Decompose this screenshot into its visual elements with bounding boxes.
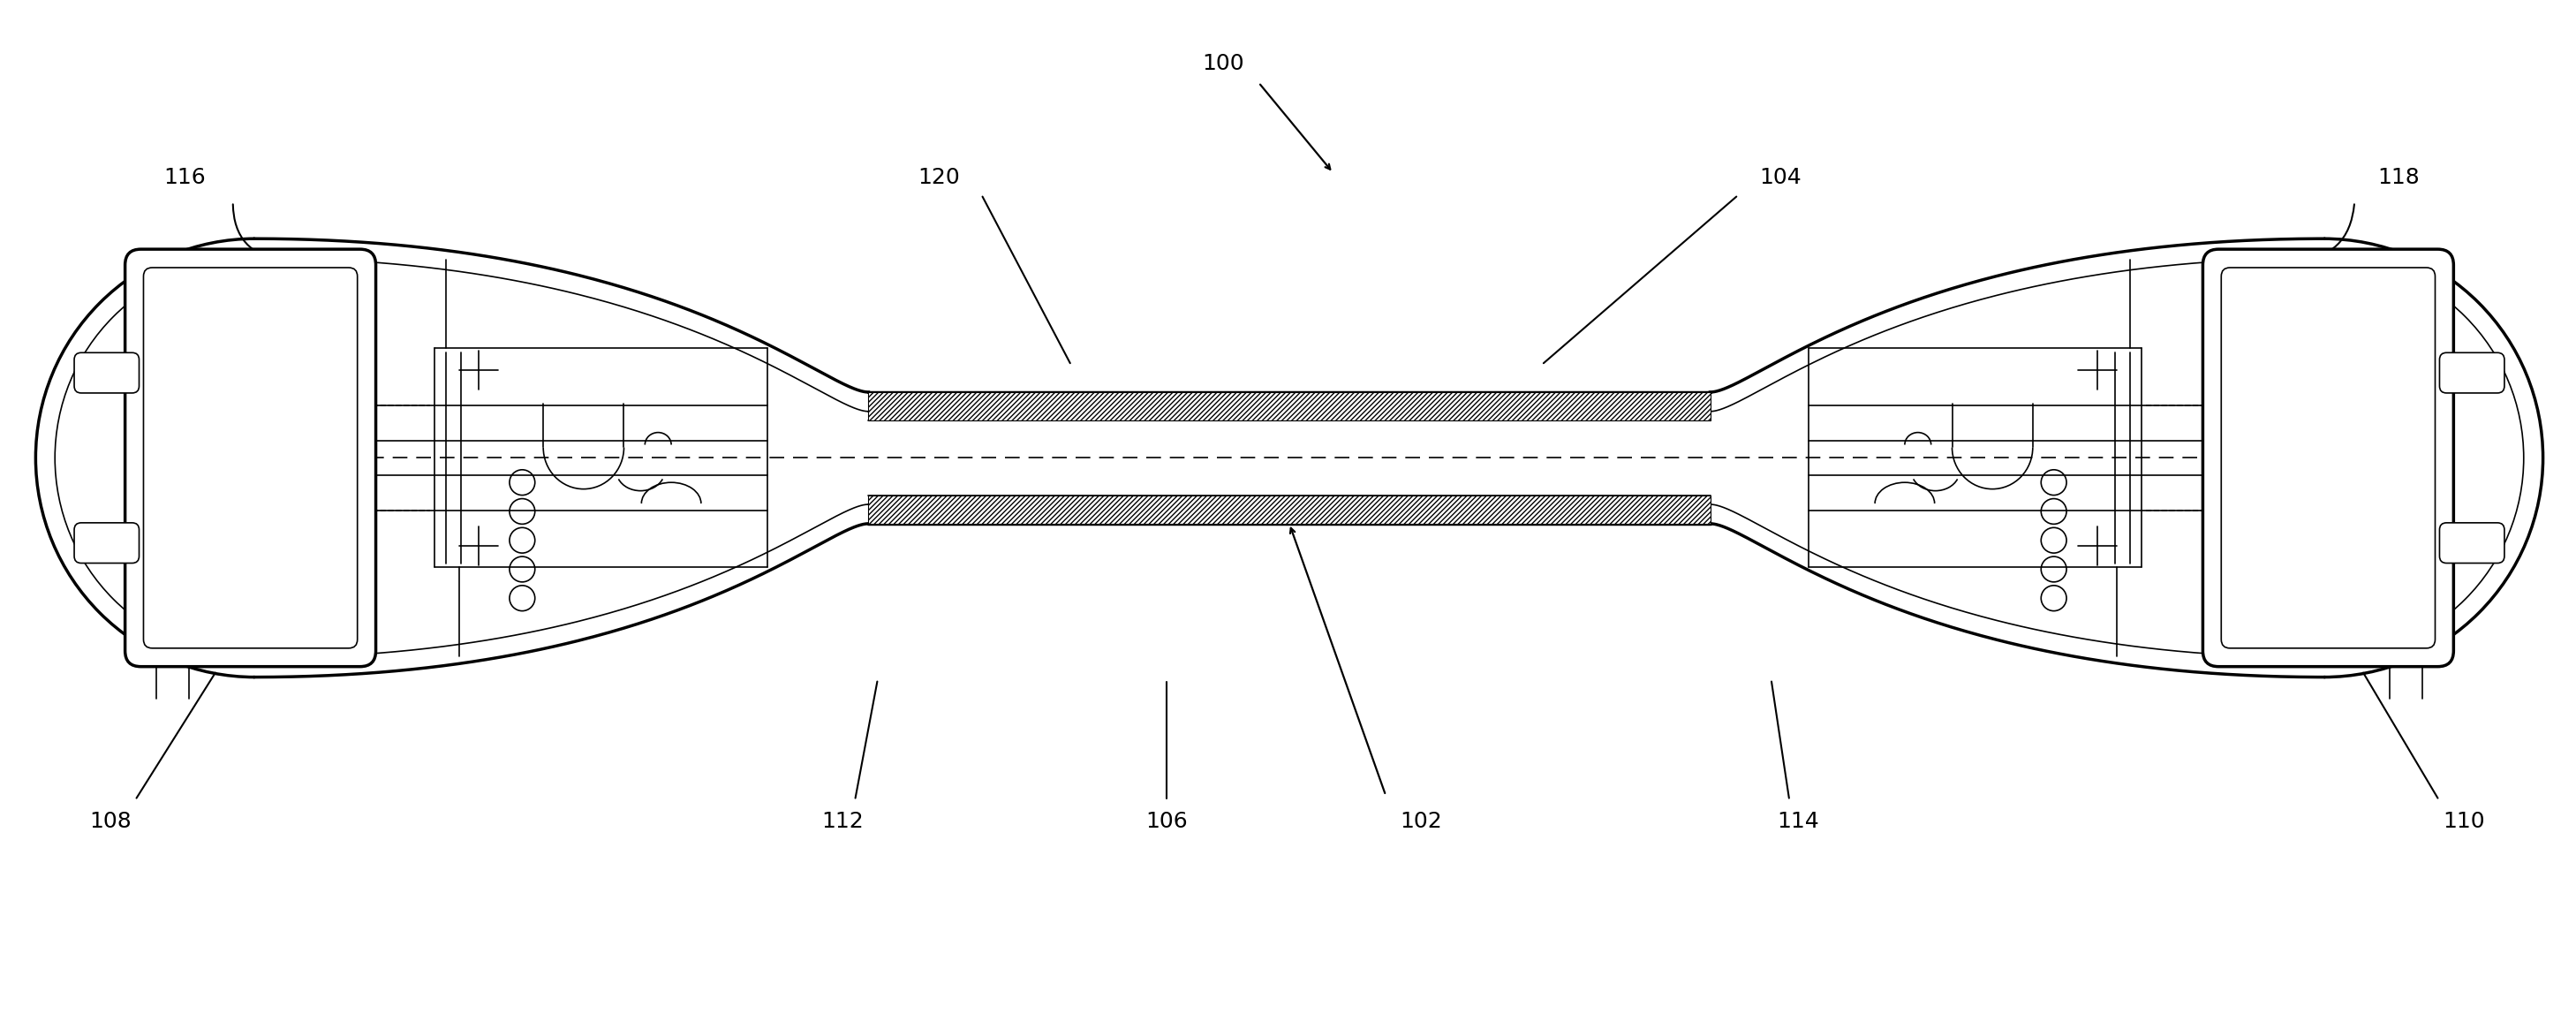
FancyBboxPatch shape: [75, 523, 139, 563]
FancyBboxPatch shape: [2439, 523, 2504, 563]
FancyBboxPatch shape: [2221, 268, 2434, 648]
Text: 108: 108: [90, 811, 131, 832]
Text: 116: 116: [165, 166, 206, 188]
Text: 118: 118: [2378, 166, 2419, 188]
FancyBboxPatch shape: [75, 353, 139, 393]
FancyArrowPatch shape: [2295, 204, 2354, 261]
FancyArrowPatch shape: [232, 204, 283, 261]
Text: 104: 104: [1759, 166, 1801, 188]
FancyBboxPatch shape: [126, 249, 376, 666]
Text: 110: 110: [2442, 811, 2486, 832]
Text: 114: 114: [1777, 811, 1819, 832]
Text: 106: 106: [1146, 811, 1188, 832]
Text: 102: 102: [1399, 811, 1443, 832]
Bar: [868, 496, 1710, 523]
FancyBboxPatch shape: [144, 268, 358, 648]
Bar: [868, 392, 1710, 420]
Text: 112: 112: [822, 811, 863, 832]
Text: 100: 100: [1203, 53, 1244, 74]
Text: 120: 120: [917, 166, 961, 188]
FancyBboxPatch shape: [2202, 249, 2452, 666]
FancyBboxPatch shape: [2439, 353, 2504, 393]
